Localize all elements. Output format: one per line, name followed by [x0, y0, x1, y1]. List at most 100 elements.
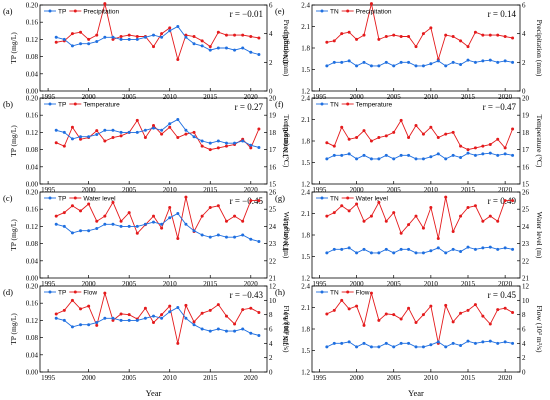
data-point-left	[176, 212, 180, 215]
data-point-right	[233, 214, 237, 218]
series-line-tn	[326, 340, 513, 348]
y-tick-label-left: 2.4	[301, 283, 310, 291]
y-tick-label-right: 21	[522, 275, 530, 283]
legend-label-left: TN	[330, 195, 339, 202]
data-point-right	[95, 33, 99, 37]
data-point-right	[192, 320, 196, 324]
data-point-left	[160, 128, 164, 132]
data-point-left	[399, 60, 403, 64]
data-point-left	[340, 341, 344, 345]
data-point-left	[241, 327, 245, 331]
y-axis-label-right: Water level (m)	[282, 212, 291, 259]
x-tick-label: 2020	[244, 186, 259, 194]
x-tick-label: 2010	[163, 374, 178, 382]
data-point-right	[135, 35, 139, 39]
data-point-left	[421, 157, 425, 161]
panel-label: (b)	[3, 99, 13, 109]
y-tick-label-left: 0.16	[26, 112, 39, 120]
data-point-right	[362, 219, 366, 223]
data-point-left	[184, 128, 188, 132]
y-tick-label-right: 23	[522, 240, 530, 248]
data-point-right	[135, 118, 139, 122]
data-point-right	[103, 214, 107, 218]
data-point-left	[249, 50, 253, 54]
data-point-left	[362, 247, 366, 251]
data-point-right	[362, 33, 366, 37]
y-tick-label-left: 1.5	[301, 347, 310, 355]
data-point-left	[152, 126, 155, 130]
y-tick-label-right: 24	[269, 223, 277, 231]
data-point-left	[127, 318, 131, 322]
data-point-left	[355, 251, 359, 255]
y-tick-label-right: 0	[522, 369, 526, 377]
data-point-left	[62, 130, 66, 134]
data-point-left	[224, 141, 228, 145]
x-tick-label: 1995	[41, 374, 56, 382]
data-point-left	[257, 333, 261, 337]
x-tick-label: 2010	[424, 280, 439, 288]
x-tick-label: 2000	[82, 280, 97, 288]
data-point-right	[160, 132, 164, 136]
data-point-left	[421, 64, 425, 68]
data-point-right	[407, 136, 411, 140]
data-point-right	[496, 137, 500, 141]
data-point-left	[241, 139, 245, 143]
data-point-right	[466, 45, 470, 49]
data-point-left	[119, 318, 123, 322]
series-line-water-level	[56, 197, 259, 239]
data-point-left	[184, 222, 188, 226]
r-label: r = −0.47	[483, 102, 517, 112]
y-tick-label-right: 6	[522, 2, 526, 10]
data-point-right	[200, 311, 204, 315]
x-tick-label: 2005	[387, 374, 402, 382]
x-tick-label: 2020	[244, 374, 259, 382]
data-point-right	[503, 306, 507, 310]
x-tick-label: 2000	[350, 374, 365, 382]
data-point-left	[436, 246, 440, 250]
data-point-right	[421, 32, 425, 36]
y-tick-label-left: 0.16	[26, 300, 39, 308]
data-point-left	[176, 306, 180, 309]
x-tick-label: 2000	[350, 186, 365, 194]
data-point-right	[407, 306, 411, 310]
data-point-right	[429, 125, 433, 129]
data-point-left	[325, 157, 329, 161]
legend: TN Precipitation	[316, 8, 392, 15]
data-point-left	[216, 233, 220, 237]
legend-label-right: Precipitation	[356, 8, 392, 15]
x-axis-title: Year	[408, 388, 424, 398]
y-tick-label-left: 1.2	[301, 275, 310, 283]
data-point-left	[184, 316, 188, 320]
y-tick-label-left: 0.20	[26, 2, 39, 10]
data-point-right	[355, 136, 359, 140]
data-point-left	[355, 157, 359, 161]
legend-label-left: TP	[58, 101, 66, 108]
data-point-right	[62, 308, 66, 312]
data-point-left	[233, 329, 237, 333]
y-tick-label-right: 19	[269, 112, 277, 120]
data-point-right	[436, 236, 440, 240]
x-tick-label: 1995	[312, 186, 327, 194]
data-point-left	[119, 224, 123, 228]
data-point-right	[488, 33, 492, 37]
data-point-left	[473, 153, 477, 157]
data-point-left	[241, 46, 245, 50]
data-point-right	[216, 146, 220, 150]
data-point-right	[496, 219, 500, 223]
y-axis-label-left: TN (mg/L)	[281, 312, 290, 346]
data-point-left	[369, 345, 373, 349]
data-point-left	[399, 153, 403, 157]
data-point-right	[369, 139, 373, 143]
y-tick-label-left: 0.12	[26, 36, 39, 44]
data-point-right	[325, 312, 329, 316]
data-point-right	[95, 129, 99, 133]
data-point-left	[481, 152, 485, 156]
y-tick-label-right: 25	[522, 206, 530, 214]
legend-label-right: Flow	[356, 289, 370, 296]
data-point-right	[444, 195, 448, 199]
data-point-left	[200, 327, 204, 331]
data-point-right	[176, 136, 180, 140]
data-point-left	[496, 60, 500, 64]
plot-frame	[39, 97, 268, 185]
data-point-right	[444, 303, 448, 307]
